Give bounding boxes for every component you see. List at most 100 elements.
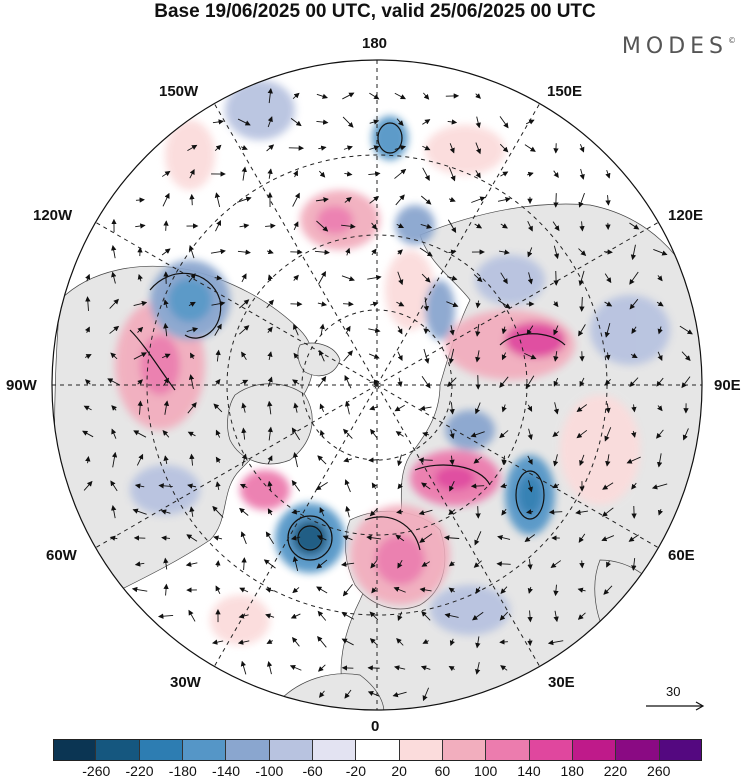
- wind-vector: [267, 376, 273, 387]
- wind-vector: [344, 375, 352, 389]
- wind-vector: [157, 613, 174, 619]
- colorbar-swatch: [529, 739, 573, 761]
- wind-vector: [316, 93, 328, 99]
- wind-vector: [475, 116, 481, 129]
- wind-vector: [629, 271, 639, 285]
- wind-vector: [396, 637, 404, 646]
- wind-vector: [215, 349, 221, 362]
- wind-vector: [499, 430, 509, 439]
- reference-vector: 30: [642, 684, 707, 714]
- wind-vector: [473, 560, 482, 568]
- wind-vector: [548, 509, 563, 515]
- wind-vector: [293, 402, 299, 413]
- anomaly-positive: [210, 595, 270, 645]
- anomaly-positive: [165, 120, 215, 190]
- lon-label-60w: 60W: [46, 547, 77, 564]
- wind-vector: [293, 323, 299, 336]
- wind-vector: [292, 556, 299, 572]
- wind-vector: [162, 430, 170, 438]
- wind-vector: [366, 535, 381, 541]
- wind-vector: [449, 455, 455, 466]
- wind-vector: [423, 348, 430, 364]
- wind-vector: [212, 119, 224, 125]
- wind-vector: [421, 273, 431, 283]
- wind-vector: [500, 223, 508, 229]
- wind-vector: [343, 145, 353, 151]
- wind-vector: [524, 144, 536, 152]
- wind-vector: [213, 535, 223, 541]
- wind-vector: [631, 482, 637, 490]
- wind-vector: [470, 431, 485, 438]
- wind-vector: [343, 350, 353, 362]
- colorbar-swatch: [399, 739, 443, 761]
- wind-vector: [656, 377, 664, 387]
- wind-vector: [265, 613, 275, 619]
- wind-vector: [163, 400, 170, 415]
- wind-vector: [341, 561, 355, 567]
- wind-vector: [318, 170, 326, 178]
- wind-vector: [579, 221, 585, 232]
- wind-vector: [241, 427, 247, 440]
- wind-vector: [185, 561, 198, 567]
- wind-vector: [422, 167, 430, 181]
- wind-vector: [214, 144, 222, 152]
- wind-vector: [552, 431, 560, 438]
- wind-vector: [369, 119, 380, 125]
- colorbar-swatch: [572, 739, 617, 761]
- wind-vector: [239, 587, 249, 593]
- lon-label-150e: 150E: [547, 83, 583, 100]
- wind-vector: [605, 170, 611, 179]
- wind-vector: [319, 429, 325, 438]
- colorbar-swatch: [616, 739, 660, 761]
- wind-vector: [577, 612, 586, 620]
- wind-vector: [316, 535, 327, 541]
- wind-vector: [630, 353, 638, 359]
- wind-vector: [161, 535, 171, 541]
- wind-vector: [240, 145, 248, 151]
- anomaly-positive: [425, 125, 505, 175]
- wind-vector: [423, 297, 429, 312]
- lon-label-60e: 60E: [668, 547, 695, 564]
- wind-vector: [188, 374, 195, 390]
- wind-vector: [421, 376, 431, 389]
- wind-vector: [215, 456, 222, 463]
- wind-vector: [316, 559, 328, 569]
- wind-vector: [527, 428, 533, 441]
- colorbar-tick-label: 140: [517, 763, 541, 779]
- wind-vector: [343, 301, 354, 307]
- wind-vector: [422, 119, 431, 125]
- wind-vector: [110, 480, 118, 492]
- wind-vector: [524, 352, 537, 360]
- wind-vector: [527, 220, 533, 232]
- wind-vector: [578, 248, 587, 257]
- wind-vector: [267, 351, 273, 361]
- colorbar-tick-label: -180: [168, 763, 197, 779]
- wind-vector: [343, 457, 353, 463]
- wind-vector: [239, 507, 249, 516]
- wind-vector: [82, 430, 94, 438]
- wind-vector: [420, 195, 432, 205]
- wind-vector: [499, 611, 509, 621]
- wind-vector: [603, 249, 613, 255]
- wind-vector: [577, 587, 586, 593]
- wind-vector: [134, 561, 145, 567]
- wind-vector: [578, 192, 585, 208]
- wind-vector: [496, 561, 511, 567]
- wind-vector: [681, 351, 691, 361]
- wind-vector: [267, 426, 273, 441]
- wind-vector: [448, 249, 457, 255]
- wind-vector: [651, 483, 668, 490]
- wind-vector: [215, 585, 221, 595]
- anomaly-positive: [435, 466, 475, 490]
- wind-vector: [161, 170, 171, 177]
- wind-vector: [263, 559, 276, 569]
- wind-vector: [422, 431, 430, 437]
- wind-vector: [369, 196, 380, 204]
- wind-vector: [215, 219, 221, 232]
- wind-vector: [419, 405, 432, 411]
- anomaly-negative: [445, 410, 495, 450]
- wind-vector: [369, 638, 378, 646]
- anomaly-negative: [372, 116, 408, 160]
- wind-vector: [501, 404, 507, 413]
- wind-vector: [240, 379, 249, 385]
